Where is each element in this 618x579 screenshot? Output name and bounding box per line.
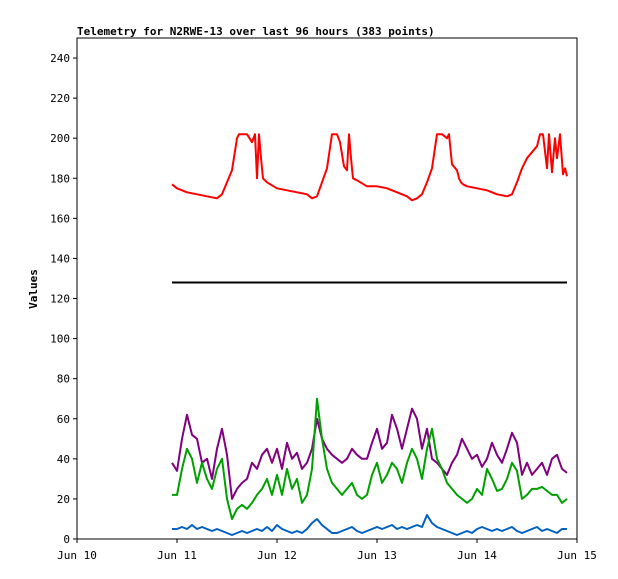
chart-title: Telemetry for N2RWE-13 over last 96 hour… bbox=[77, 25, 435, 38]
x-tick-label: Jun 13 bbox=[357, 549, 397, 562]
y-tick-label: 180 bbox=[50, 172, 70, 185]
y-axis: 0 20 40 60 80 100 120 140 160 180 200 220 240 bbox=[50, 52, 77, 546]
x-tick-label: Jun 15 bbox=[557, 549, 597, 562]
y-tick-label: 0 bbox=[63, 533, 70, 546]
series-layer bbox=[171, 133, 568, 536]
series-line-0 bbox=[171, 133, 568, 202]
y-tick-label: 220 bbox=[50, 92, 70, 105]
y-tick-label: 60 bbox=[57, 413, 70, 426]
x-tick-label: Jun 14 bbox=[457, 549, 497, 562]
y-tick-label: 40 bbox=[57, 453, 70, 466]
x-tick-label: Jun 11 bbox=[157, 549, 197, 562]
y-tick-label: 100 bbox=[50, 333, 70, 346]
y-tick-label: 200 bbox=[50, 132, 70, 145]
y-tick-label: 20 bbox=[57, 493, 70, 506]
y-axis-title: Values bbox=[27, 269, 40, 309]
y-tick-label: 240 bbox=[50, 52, 70, 65]
y-tick-label: 120 bbox=[50, 293, 70, 306]
y-tick-label: 140 bbox=[50, 252, 70, 265]
plot-area-frame bbox=[76, 37, 578, 540]
x-tick-label: Jun 10 bbox=[57, 549, 97, 562]
y-tick-label: 160 bbox=[50, 212, 70, 225]
y-tick-label: 80 bbox=[57, 373, 70, 386]
x-tick-label: Jun 12 bbox=[257, 549, 297, 562]
series-line-3 bbox=[172, 397, 568, 520]
series-line-2 bbox=[171, 407, 568, 500]
x-axis: Jun 10 Jun 11 Jun 12 Jun 13 Jun 14 Jun 15 bbox=[57, 539, 597, 562]
series-line-4 bbox=[172, 514, 567, 536]
